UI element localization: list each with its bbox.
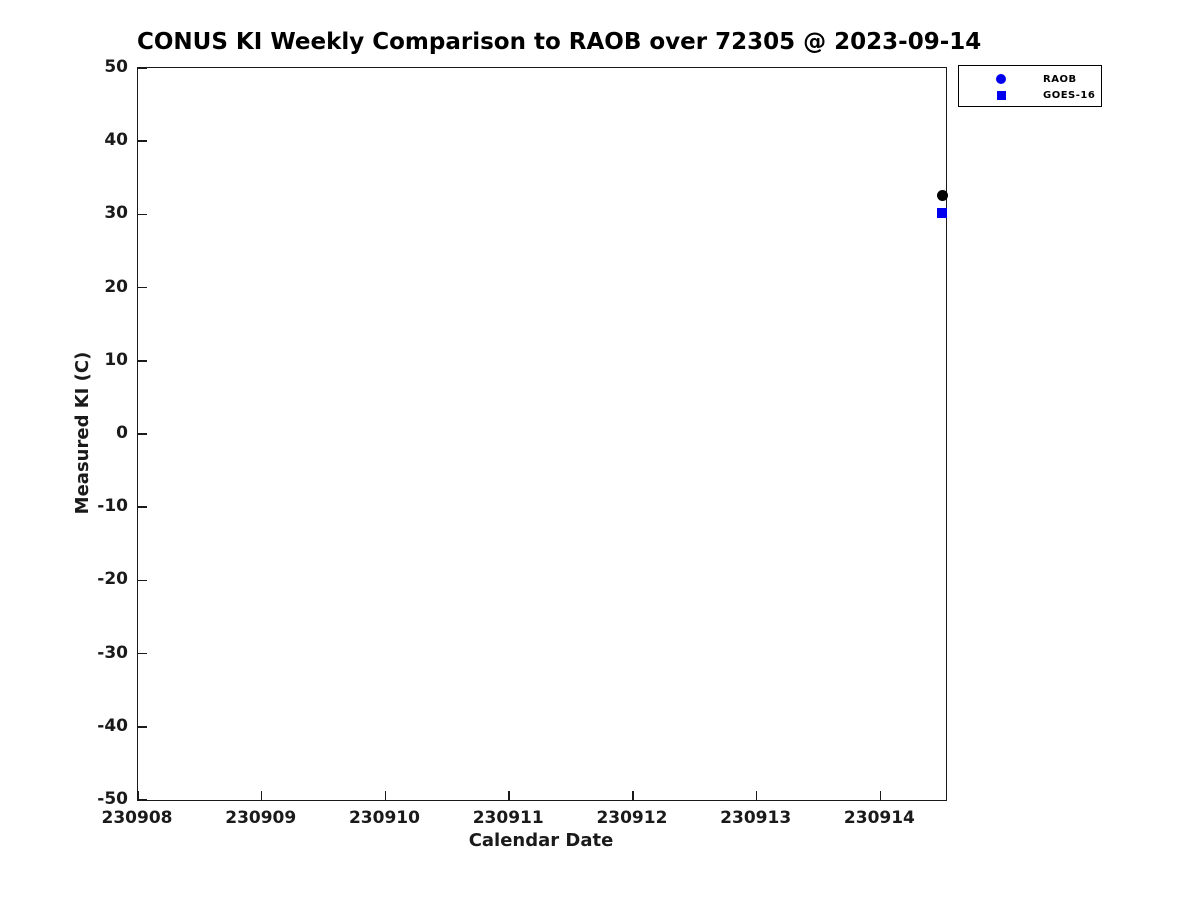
data-point-raob [936, 189, 948, 201]
raob-circle-marker-icon [996, 74, 1006, 84]
y-tick-label: -30 [97, 642, 128, 663]
legend: RAOB GOES-16 [958, 65, 1102, 107]
data-point-goes16 [937, 207, 948, 218]
goes16-square-marker-icon [996, 90, 1006, 100]
legend-label-raob: RAOB [1043, 73, 1077, 85]
x-tick-mark [384, 791, 387, 800]
x-tick-label: 230908 [101, 808, 173, 828]
y-tick-mark [138, 286, 147, 289]
legend-marker-cell [959, 90, 1043, 100]
legend-entry-raob: RAOB [959, 71, 1101, 87]
y-tick-mark [138, 799, 147, 801]
y-tick-mark [138, 506, 147, 508]
x-tick-mark [508, 791, 510, 800]
y-tick-mark [138, 433, 147, 435]
legend-entry-goes16: GOES-16 [959, 87, 1101, 103]
x-tick-label: 230909 [225, 808, 297, 828]
x-tick-label: 230910 [348, 808, 420, 828]
x-tick-mark [879, 791, 882, 800]
x-tick-mark [260, 791, 263, 800]
y-tick-mark [138, 579, 147, 582]
x-tick-label: 230912 [596, 808, 668, 828]
y-tick-label: 40 [104, 130, 128, 151]
x-tick-mark [137, 791, 139, 800]
y-tick-mark [138, 360, 147, 362]
chart-title: CONUS KI Weekly Comparison to RAOB over … [137, 29, 982, 55]
y-tick-label: -20 [97, 569, 128, 590]
x-tick-label: 230914 [843, 808, 915, 828]
x-tick-mark [632, 791, 634, 800]
y-tick-label: -50 [97, 789, 128, 809]
legend-marker-cell [959, 74, 1043, 84]
y-tick-label: 0 [116, 423, 128, 443]
y-tick-label: 30 [104, 203, 128, 224]
y-tick-label: 50 [104, 57, 128, 77]
y-tick-label: 10 [104, 349, 128, 370]
y-tick-mark [138, 726, 147, 728]
x-tick-label: 230913 [720, 808, 792, 828]
plot-area [137, 67, 948, 801]
y-tick-mark [138, 213, 147, 216]
y-tick-mark [138, 140, 147, 142]
legend-label-goes16: GOES-16 [1043, 89, 1096, 101]
y-tick-label: 20 [104, 276, 128, 297]
y-tick-mark [138, 652, 147, 655]
x-tick-mark [755, 791, 758, 800]
y-tick-label: -40 [97, 715, 128, 736]
y-tick-label: -10 [97, 496, 128, 517]
y-tick-mark [138, 67, 147, 69]
x-tick-label: 230911 [472, 808, 544, 828]
x-axis-label: Calendar Date [468, 830, 614, 851]
